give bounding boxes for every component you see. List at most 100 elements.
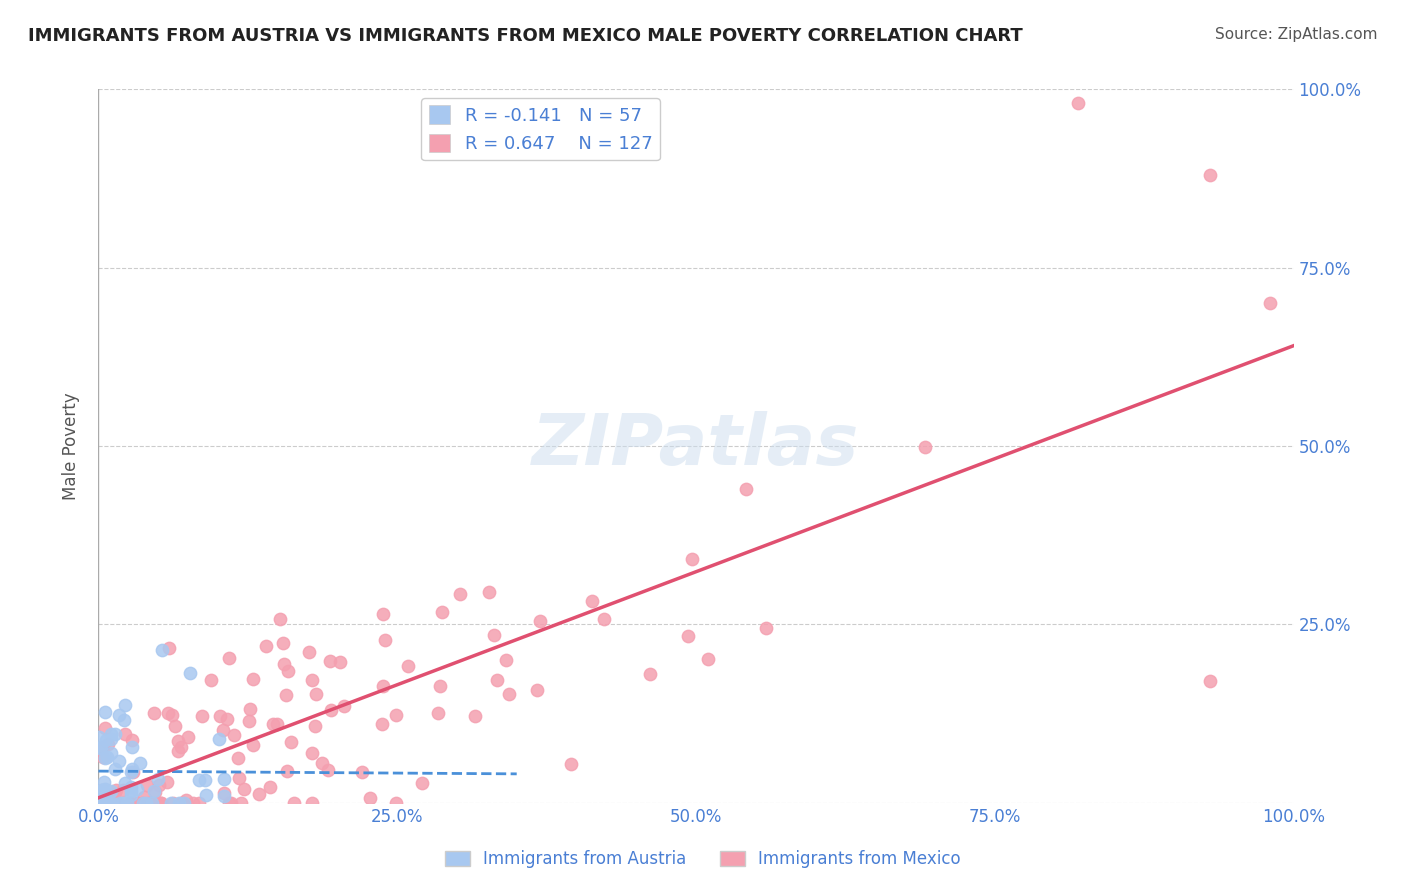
- Point: [676, 629, 699, 643]
- Point: [208, 732, 231, 747]
- Point: [162, 796, 184, 810]
- Point: [101, 796, 124, 810]
- Point: [100, 746, 122, 760]
- Point: [89, 796, 111, 810]
- Point: [120, 764, 142, 779]
- Point: [301, 746, 323, 760]
- Point: [121, 732, 143, 747]
- Point: [131, 796, 153, 810]
- Point: [128, 756, 150, 770]
- Point: [638, 667, 661, 681]
- Point: [94, 721, 117, 735]
- Point: [373, 679, 395, 693]
- Point: [301, 673, 323, 687]
- Point: [108, 707, 131, 722]
- Point: [94, 796, 117, 810]
- Point: [131, 796, 153, 810]
- Point: [114, 698, 136, 712]
- Point: [195, 788, 218, 802]
- Point: [374, 632, 396, 647]
- Point: [215, 712, 238, 726]
- Point: [172, 796, 194, 810]
- Point: [110, 796, 132, 810]
- Point: [142, 784, 165, 798]
- Point: [162, 707, 184, 722]
- Point: [121, 762, 143, 776]
- Point: [90, 796, 112, 810]
- Point: [319, 654, 342, 668]
- Point: [188, 772, 211, 787]
- Point: [464, 709, 486, 723]
- Point: [224, 728, 246, 742]
- Point: [170, 739, 193, 754]
- Point: [105, 783, 128, 797]
- Point: [212, 772, 235, 786]
- Point: [94, 796, 117, 810]
- Point: [93, 775, 115, 789]
- Point: [187, 796, 209, 810]
- Point: [107, 755, 129, 769]
- Point: [1067, 96, 1090, 111]
- Point: [697, 652, 720, 666]
- Point: [385, 796, 408, 810]
- Point: [90, 783, 112, 797]
- Point: [118, 796, 141, 810]
- Point: [94, 751, 117, 765]
- Point: [560, 756, 582, 771]
- Point: [89, 740, 111, 755]
- Point: [93, 781, 115, 796]
- Point: [118, 796, 141, 810]
- Point: [200, 673, 222, 687]
- Point: [247, 787, 270, 801]
- Point: [226, 751, 249, 765]
- Point: [212, 786, 235, 800]
- Point: [301, 796, 323, 810]
- Point: [149, 796, 172, 810]
- Point: [91, 783, 114, 797]
- Point: [173, 796, 195, 810]
- Point: [143, 785, 166, 799]
- Point: [159, 796, 181, 810]
- Point: [298, 645, 321, 659]
- Point: [498, 687, 520, 701]
- Point: [593, 612, 616, 626]
- Point: [127, 796, 149, 810]
- Point: [181, 796, 204, 810]
- Point: [111, 796, 134, 810]
- Point: [529, 614, 551, 628]
- Point: [411, 776, 433, 790]
- Point: [495, 652, 517, 666]
- Point: [229, 796, 252, 810]
- Point: [107, 796, 129, 810]
- Point: [115, 796, 138, 810]
- Point: [194, 772, 217, 787]
- Point: [96, 792, 118, 806]
- Point: [93, 796, 115, 810]
- Point: [169, 796, 191, 810]
- Point: [103, 796, 125, 810]
- Point: [276, 764, 298, 779]
- Point: [136, 778, 159, 792]
- Point: [218, 650, 240, 665]
- Text: ZIPatlas: ZIPatlas: [533, 411, 859, 481]
- Point: [682, 552, 704, 566]
- Point: [91, 740, 114, 755]
- Point: [242, 672, 264, 686]
- Point: [319, 703, 342, 717]
- Point: [212, 789, 235, 804]
- Text: IMMIGRANTS FROM AUSTRIA VS IMMIGRANTS FROM MEXICO MALE POVERTY CORRELATION CHART: IMMIGRANTS FROM AUSTRIA VS IMMIGRANTS FR…: [28, 27, 1024, 45]
- Point: [122, 764, 145, 779]
- Point: [120, 780, 142, 794]
- Point: [94, 796, 117, 810]
- Point: [430, 605, 453, 619]
- Point: [526, 682, 548, 697]
- Point: [89, 789, 111, 803]
- Point: [152, 643, 174, 657]
- Point: [90, 740, 112, 755]
- Point: [100, 727, 122, 741]
- Text: Source: ZipAtlas.com: Source: ZipAtlas.com: [1215, 27, 1378, 42]
- Point: [141, 796, 163, 810]
- Point: [90, 796, 112, 810]
- Point: [165, 719, 187, 733]
- Point: [179, 666, 201, 681]
